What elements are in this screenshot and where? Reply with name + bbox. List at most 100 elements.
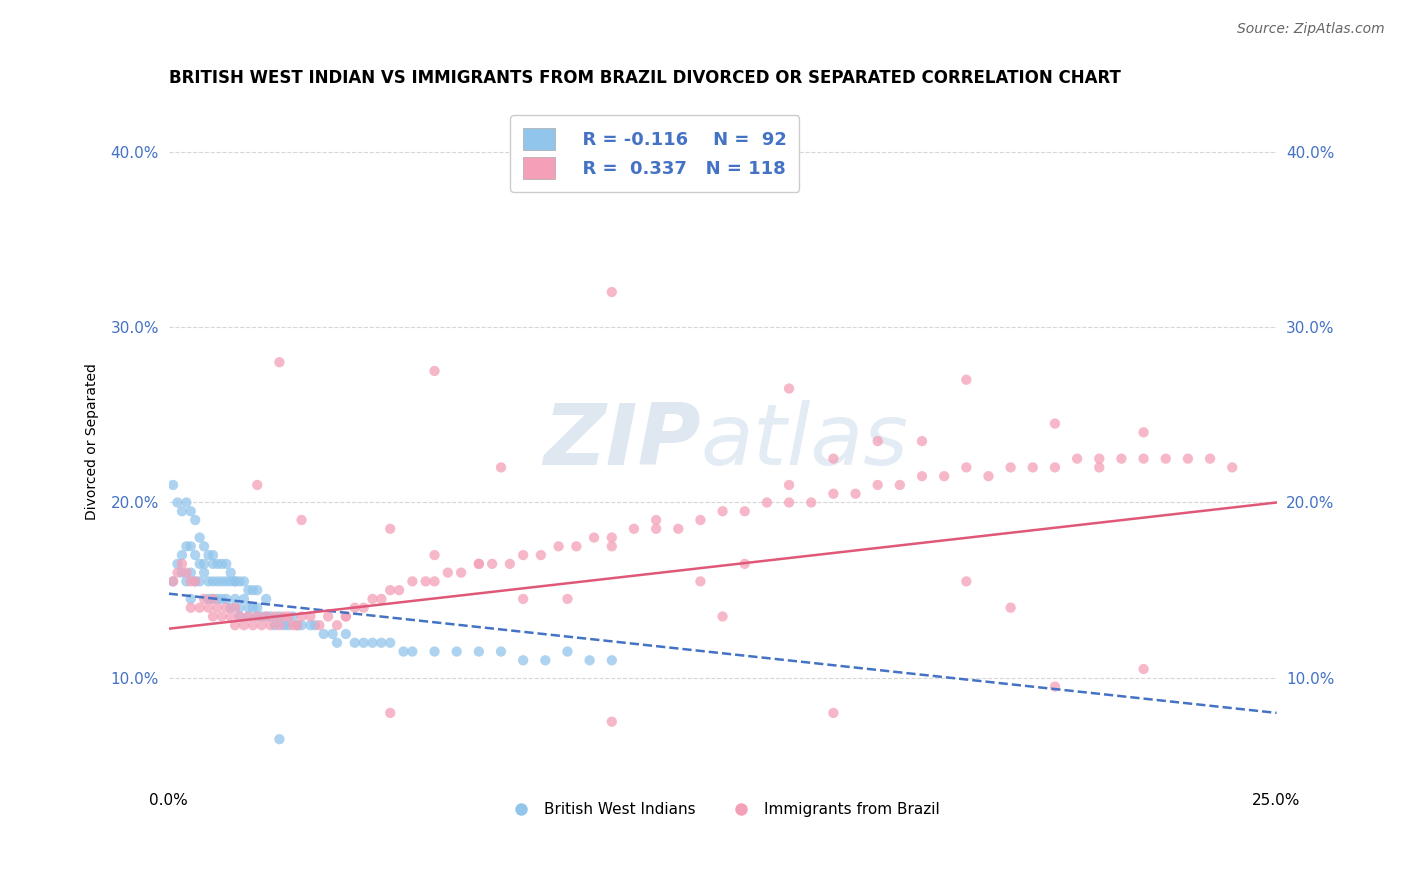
Point xyxy=(343,636,366,650)
Point xyxy=(193,566,215,580)
Y-axis label: Divorced or Separated: Divorced or Separated xyxy=(86,363,100,519)
Point xyxy=(215,600,238,615)
Point xyxy=(184,574,207,589)
Point xyxy=(308,618,330,632)
Point xyxy=(1132,451,1154,466)
Point xyxy=(844,486,866,500)
Point xyxy=(170,557,193,571)
Point xyxy=(353,636,375,650)
Point xyxy=(778,495,800,509)
Point xyxy=(343,600,366,615)
Point xyxy=(388,583,411,598)
Point xyxy=(450,566,472,580)
Point xyxy=(207,574,229,589)
Point xyxy=(211,591,233,606)
Point xyxy=(299,618,322,632)
Point xyxy=(224,618,246,632)
Point xyxy=(361,636,384,650)
Point xyxy=(423,364,446,378)
Point xyxy=(778,478,800,492)
Point xyxy=(468,644,491,658)
Point xyxy=(176,495,198,509)
Point xyxy=(689,513,711,527)
Point xyxy=(734,557,756,571)
Point xyxy=(184,548,207,562)
Point xyxy=(246,609,269,624)
Point xyxy=(242,600,264,615)
Point xyxy=(1132,425,1154,440)
Point xyxy=(201,574,224,589)
Point xyxy=(162,478,184,492)
Point xyxy=(281,609,304,624)
Point xyxy=(666,522,689,536)
Point xyxy=(1043,680,1066,694)
Point xyxy=(170,566,193,580)
Point xyxy=(180,566,202,580)
Point xyxy=(197,574,219,589)
Point xyxy=(1066,451,1088,466)
Point xyxy=(335,609,357,624)
Point xyxy=(437,566,460,580)
Point xyxy=(645,513,668,527)
Point xyxy=(955,460,977,475)
Point xyxy=(254,591,277,606)
Point xyxy=(1043,460,1066,475)
Point xyxy=(246,583,269,598)
Point xyxy=(304,618,326,632)
Point xyxy=(800,495,823,509)
Point xyxy=(273,618,295,632)
Point xyxy=(246,600,269,615)
Point xyxy=(1154,451,1177,466)
Point xyxy=(290,609,312,624)
Point xyxy=(380,706,402,720)
Point xyxy=(977,469,1000,483)
Point xyxy=(423,548,446,562)
Point xyxy=(866,478,889,492)
Point xyxy=(224,600,246,615)
Point xyxy=(290,513,312,527)
Point xyxy=(415,574,437,589)
Point xyxy=(219,574,242,589)
Point xyxy=(166,566,188,580)
Point xyxy=(1220,460,1243,475)
Point xyxy=(170,504,193,518)
Point xyxy=(823,486,845,500)
Point xyxy=(224,591,246,606)
Point xyxy=(242,618,264,632)
Point xyxy=(254,609,277,624)
Point xyxy=(392,644,415,658)
Point xyxy=(250,609,273,624)
Point xyxy=(285,618,308,632)
Point xyxy=(823,706,845,720)
Point xyxy=(911,434,934,449)
Text: BRITISH WEST INDIAN VS IMMIGRANTS FROM BRAZIL DIVORCED OR SEPARATED CORRELATION : BRITISH WEST INDIAN VS IMMIGRANTS FROM B… xyxy=(169,69,1121,87)
Point xyxy=(512,653,534,667)
Point xyxy=(207,600,229,615)
Point xyxy=(955,574,977,589)
Point xyxy=(215,574,238,589)
Point xyxy=(201,591,224,606)
Point xyxy=(380,636,402,650)
Point xyxy=(401,574,423,589)
Point xyxy=(734,504,756,518)
Point xyxy=(468,557,491,571)
Point xyxy=(238,583,260,598)
Point xyxy=(326,636,349,650)
Point xyxy=(207,557,229,571)
Point xyxy=(934,469,956,483)
Point xyxy=(166,557,188,571)
Point xyxy=(264,609,287,624)
Point xyxy=(530,548,553,562)
Point xyxy=(166,495,188,509)
Point xyxy=(242,583,264,598)
Text: ZIP: ZIP xyxy=(543,400,700,483)
Point xyxy=(370,636,392,650)
Point xyxy=(180,539,202,553)
Point xyxy=(219,566,242,580)
Point xyxy=(316,609,339,624)
Point xyxy=(600,285,623,299)
Point xyxy=(259,609,281,624)
Point xyxy=(215,557,238,571)
Point xyxy=(1000,600,1022,615)
Point xyxy=(201,591,224,606)
